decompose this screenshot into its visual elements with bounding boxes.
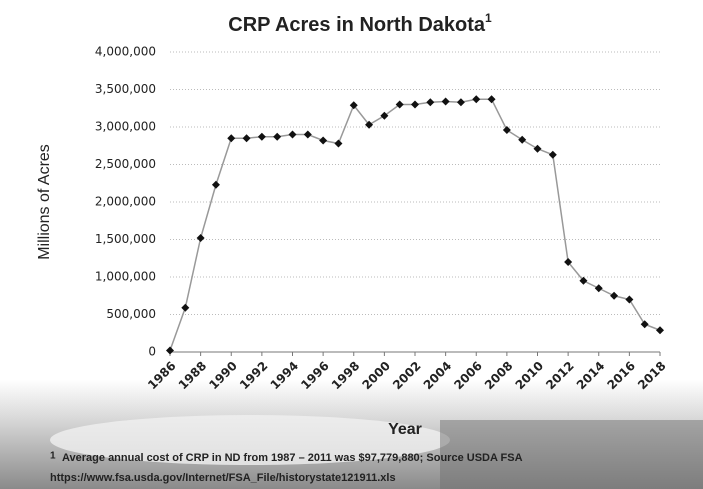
data-point [411,100,419,109]
footnote: Average annual cost of CRP in ND from 19… [62,452,523,464]
title-text: CRP Acres in North Dakota [228,14,486,36]
y-tick-label: 3,500,000 [95,82,156,96]
data-point [594,284,603,293]
data-point [242,134,251,143]
data-point [456,98,465,107]
title-note: 1 [485,11,492,25]
data-point [518,135,527,144]
background-water [50,415,450,465]
data-point [273,132,282,141]
data-point [166,346,174,355]
data-point [181,303,190,312]
data-point [579,276,588,285]
data-point [533,144,542,153]
data-point [365,120,374,129]
data-point [349,101,358,110]
y-axis-label: Millions of Acres [36,144,53,260]
data-point [288,130,297,139]
data-point [319,136,328,145]
data-point [610,291,619,300]
data-point [334,139,343,148]
y-tick-label: 1,000,000 [95,270,156,284]
data-point [196,234,205,242]
y-tick-label: 0 [148,345,156,359]
data-point [640,320,649,329]
data-point [257,132,266,141]
data-point [487,95,496,104]
data-point [227,134,236,143]
data-point [548,150,557,159]
data-point [472,95,481,104]
data-line [169,98,661,351]
data-point [395,100,404,109]
data-point [380,111,389,120]
y-tick-label: 4,000,000 [95,45,156,59]
data-point [441,97,450,106]
y-tick-label: 2,500,000 [95,157,156,171]
data-point [625,295,634,304]
y-tick-label: 500,000 [106,307,156,321]
source-url: https://www.fsa.usda.gov/Internet/FSA_Fi… [50,472,396,484]
y-tick-label: 1,500,000 [95,232,156,246]
data-point [211,180,220,189]
chart-title: CRP Acres in North Dakota1 [228,11,492,36]
y-tick-label: 2,000,000 [95,195,156,209]
footnote-mark: 1 [50,451,56,462]
background-trees [440,420,703,489]
data-point [426,98,435,107]
y-tick-label: 3,000,000 [95,120,156,134]
data-point [303,130,312,139]
x-axis-label: Year [388,421,422,438]
data-point [502,126,511,134]
data-point [564,258,573,266]
data-point [656,326,664,335]
